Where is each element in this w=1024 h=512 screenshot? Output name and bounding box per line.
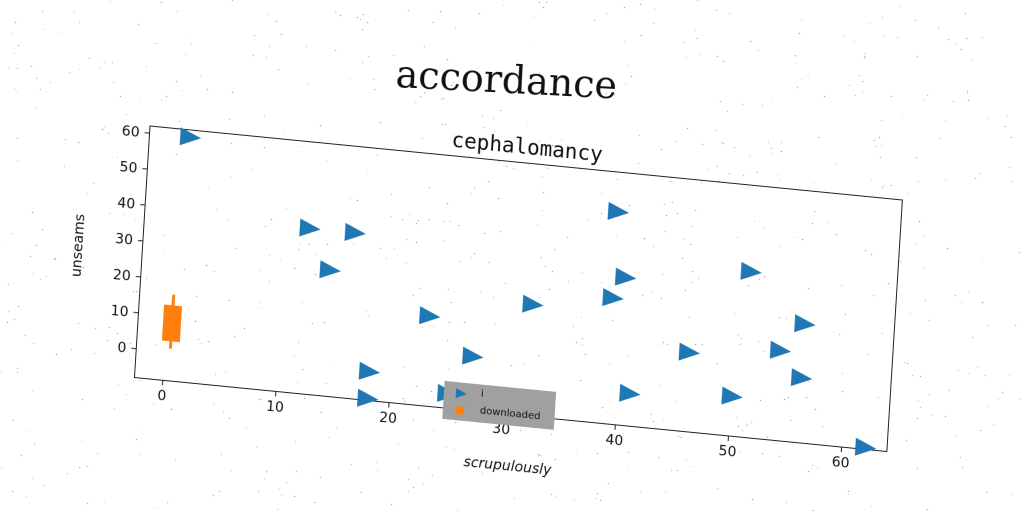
- legend-triangle-icon: [455, 388, 467, 399]
- scatter-point-triangle: [740, 261, 762, 280]
- scatter-point-triangle: [319, 260, 341, 279]
- chart-figure: cephalomancy 0 10 20 30 40 50 60 0 10 20 30 40 50 60 …: [69, 123, 903, 479]
- scatter-point-triangle: [794, 314, 816, 333]
- legend-box-icon: [455, 406, 465, 415]
- scatter-point-triangle: [614, 267, 637, 286]
- scatter-point-triangle: [790, 368, 813, 387]
- box-body: [161, 304, 183, 343]
- scatter-point-triangle: [522, 294, 544, 313]
- scatter-point-triangle: [602, 288, 624, 307]
- legend-item-i: i: [443, 384, 555, 411]
- y-tick-label: 10: [110, 303, 129, 321]
- x-tick-label: 30: [492, 421, 511, 439]
- y-tick-label: 60: [121, 123, 140, 141]
- scatter-point-triangle: [419, 306, 441, 325]
- scatter-point-triangle: [344, 222, 366, 241]
- legend-label-i: i: [480, 388, 484, 400]
- scatter-point-triangle: [607, 201, 630, 220]
- y-tick-label: 0: [117, 340, 127, 357]
- scatter-point-triangle: [357, 388, 379, 407]
- legend: i downloaded: [442, 380, 557, 430]
- scatter-point-triangle: [462, 346, 484, 365]
- x-tick-label: 50: [718, 443, 737, 461]
- x-tick-label: 0: [157, 388, 167, 405]
- y-tick-label: 40: [117, 195, 136, 213]
- x-tick-label: 10: [266, 399, 285, 417]
- scatter-plot: 0 10 20 30 40 50 60 0 10 20 30 40 50 60: [110, 123, 903, 472]
- scatter-point-triangle: [678, 342, 701, 361]
- scatter-point-triangle: [179, 127, 202, 146]
- x-tick-label: 40: [605, 432, 624, 450]
- scatter-point-triangle: [358, 361, 381, 380]
- y-tick-label: 30: [115, 231, 134, 249]
- x-tick-label: 20: [379, 410, 398, 428]
- scatter-point-triangle: [769, 340, 792, 359]
- scatter-point-triangle: [619, 383, 641, 402]
- scatter-point-triangle: [299, 218, 321, 237]
- y-tick-label: 50: [119, 159, 138, 177]
- scatter-point-triangle: [721, 386, 743, 405]
- x-tick-label: 60: [831, 454, 850, 472]
- y-tick-label: 20: [112, 267, 131, 285]
- legend-item-downloaded: downloaded: [442, 401, 554, 428]
- scatter-point-triangle: [854, 437, 877, 456]
